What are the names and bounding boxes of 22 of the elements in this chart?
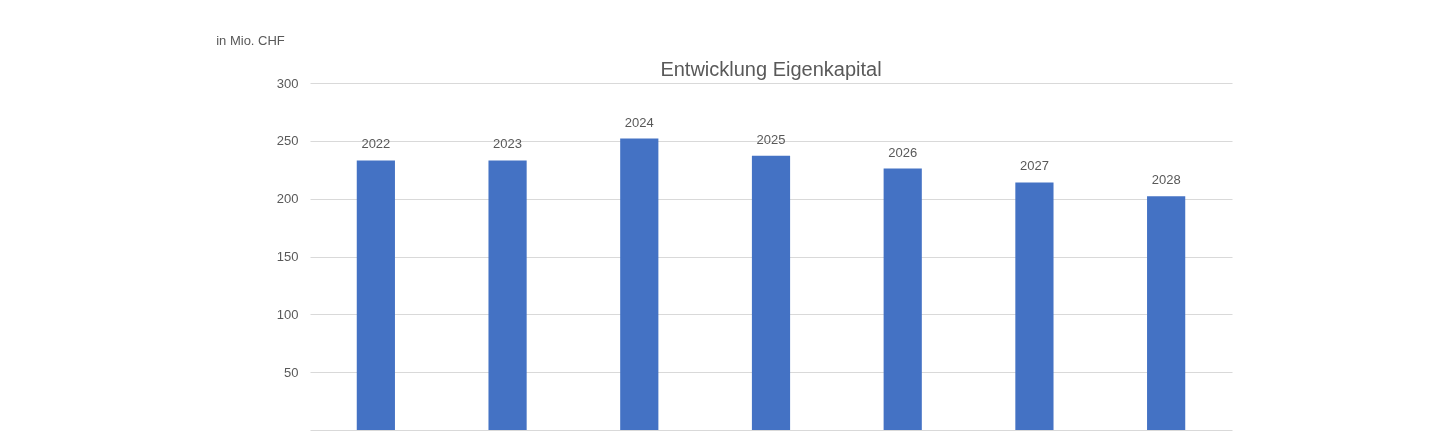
y-tick-label: 150 [276,249,299,264]
x-tick-label: 2025 [756,131,786,147]
y-tick-label: 250 [276,133,299,149]
bar [1147,196,1186,430]
bar [488,160,527,430]
bar [883,168,922,430]
y-tick-label: 100 [276,306,299,322]
y-tick-label: 200 [276,191,299,207]
bar [620,138,659,430]
x-tick-label: 2027 [1019,158,1049,174]
bar [1015,182,1054,430]
chart-title: Entwicklung Eigenkapital [660,58,882,80]
x-tick-label: 2026 [888,144,918,160]
y-tick-label: 50 [284,364,299,380]
x-tick-label: 2024 [624,114,654,130]
y-axis-title: in Mio. CHF [216,32,285,48]
y-tick-label: 300 [276,75,299,91]
x-tick-label: 2023 [493,136,523,152]
x-tick-label: 2022 [361,136,391,152]
x-tick-label: 2028 [1151,172,1181,188]
bar [751,155,791,430]
bar [356,160,395,430]
